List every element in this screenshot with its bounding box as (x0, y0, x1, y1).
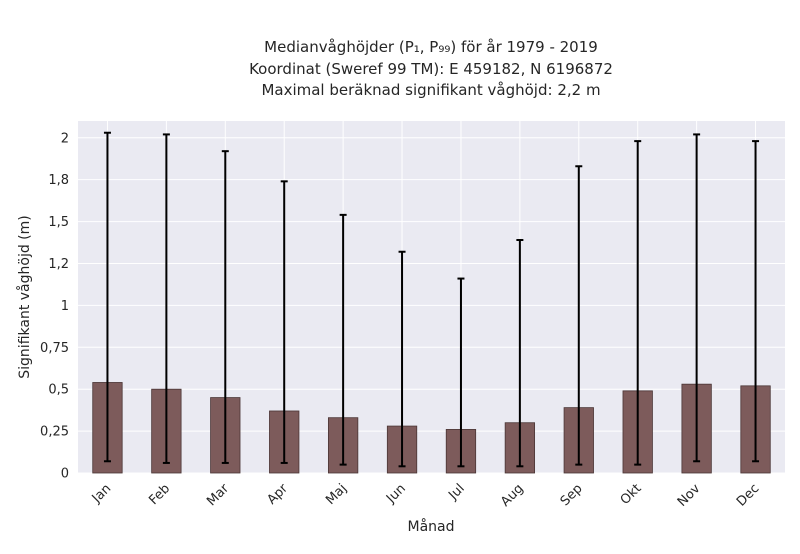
error-bar-mar (221, 150, 229, 464)
y-tick-label: 0,5 (48, 383, 69, 398)
x-axis-label: Månad (408, 518, 455, 535)
y-tick-label: 2 (61, 131, 69, 146)
x-tick-label-nov: Nov (675, 481, 704, 510)
y-tick-label: 1,2 (48, 257, 69, 272)
x-tick-label-mar: Mar (204, 481, 232, 509)
y-axis-ticks: 0 0,25 0,5 0,75 1 1,2 1,5 1,8 2 (40, 131, 69, 481)
error-bar-maj (339, 213, 347, 466)
x-tick-label-jul: Jul (445, 481, 467, 503)
error-bars (103, 131, 760, 468)
y-tick-label: 1,8 (48, 173, 69, 188)
error-bar-dec (752, 140, 760, 463)
error-bar-sep (575, 165, 583, 466)
y-tick-label: 1,5 (48, 215, 69, 230)
title-line-2: Koordinat (Sweref 99 TM): E 459182, N 61… (249, 60, 613, 78)
x-tick-label-maj: Maj (323, 481, 350, 508)
title-line-3: Maximal beräknad signifikant våghöjd: 2,… (261, 81, 600, 99)
x-tick-label-okt: Okt (618, 481, 645, 508)
y-axis-label: Signifikant våghöjd (m) (16, 215, 33, 378)
y-tick-label: 0,75 (40, 341, 69, 356)
error-bar-apr (280, 180, 288, 464)
y-tick-label: 0 (61, 467, 69, 482)
x-tick-label-feb: Feb (146, 481, 173, 508)
error-bar-jul (457, 277, 465, 468)
x-tick-label-apr: Apr (265, 481, 292, 508)
error-bar-aug (516, 239, 524, 468)
error-bar-nov (693, 133, 701, 463)
error-bar-okt (634, 140, 642, 466)
x-axis-ticks: Jan Feb Mar Apr Maj Jun Jul Aug Sep Okt Nov Dec (89, 481, 763, 510)
error-bar-jun (398, 250, 406, 468)
chart-title: Medianvåghöjder (P₁, P₉₉) för år 1979 - … (249, 38, 613, 99)
x-tick-label-jan: Jan (89, 481, 114, 506)
y-tick-label: 1 (61, 299, 69, 314)
error-bar-jan (103, 131, 111, 463)
error-bar-feb (162, 133, 170, 464)
x-tick-label-dec: Dec (734, 481, 762, 509)
x-tick-label-aug: Aug (498, 481, 527, 510)
x-tick-label-sep: Sep (558, 481, 586, 509)
plot-area (78, 121, 785, 473)
y-tick-label: 0,25 (40, 425, 69, 440)
title-line-1: Medianvåghöjder (P₁, P₉₉) för år 1979 - … (264, 38, 598, 56)
x-tick-label-jun: Jun (383, 481, 409, 507)
